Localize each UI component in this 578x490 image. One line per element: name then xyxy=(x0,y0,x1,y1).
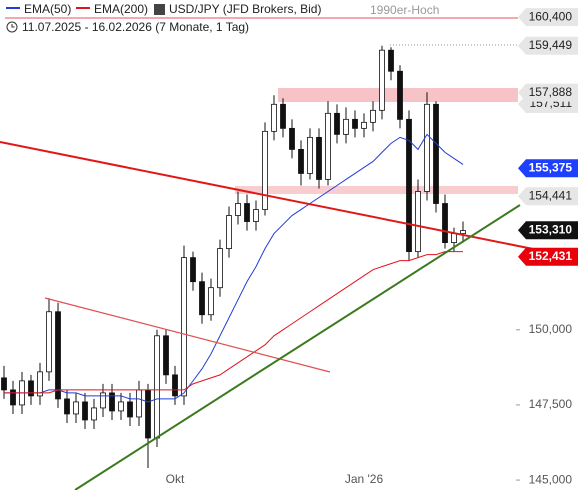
trendline-thin xyxy=(44,297,331,373)
candle-body xyxy=(190,257,196,283)
price-label-box xyxy=(518,159,578,178)
candle-body xyxy=(37,371,43,397)
candle-body xyxy=(280,103,286,129)
candle-body xyxy=(271,103,277,132)
candle-body xyxy=(253,209,259,222)
candle-body xyxy=(235,203,241,216)
candle-body xyxy=(361,121,367,129)
candle-body xyxy=(172,374,178,397)
trendline-red xyxy=(0,141,578,259)
candle-body xyxy=(208,287,214,316)
candle-body xyxy=(28,380,34,397)
candle-body xyxy=(55,311,61,400)
candle-body xyxy=(424,103,430,192)
y-tick-label: 150,000 xyxy=(529,322,573,336)
candle-body xyxy=(82,401,88,421)
candle-body xyxy=(460,230,466,234)
candle-body xyxy=(325,112,331,180)
legend-label: EMA(200) xyxy=(94,2,148,16)
price-label-box xyxy=(518,8,578,27)
legend-label: EMA(50) xyxy=(24,2,71,16)
candle-body xyxy=(100,392,106,409)
candle-body xyxy=(154,335,160,439)
price-label-box xyxy=(518,221,578,240)
price-label-box xyxy=(518,247,578,266)
candle-body xyxy=(145,389,151,439)
support-zone xyxy=(235,186,518,194)
candle-body xyxy=(244,203,250,222)
candle-body xyxy=(379,49,385,111)
price-label: 152,431 xyxy=(529,249,573,263)
ema-line xyxy=(4,133,464,403)
candle-body xyxy=(388,49,394,72)
price-label: 157,888 xyxy=(529,85,573,99)
candle-body xyxy=(127,401,133,418)
candle-body xyxy=(64,398,70,415)
price-label: 155,375 xyxy=(529,160,573,174)
price-label: 160,400 xyxy=(529,9,573,23)
candle-body xyxy=(442,203,448,243)
candle-body xyxy=(199,281,205,316)
candle-body xyxy=(397,70,403,120)
candle-body xyxy=(73,401,79,415)
x-tick-label: Okt xyxy=(166,472,185,486)
candle-body xyxy=(46,311,52,373)
y-tick-label: 145,000 xyxy=(529,472,573,486)
legend-swatch xyxy=(76,7,90,9)
candle-body xyxy=(343,118,349,135)
candle-body xyxy=(91,407,97,421)
price-label: 154,441 xyxy=(529,188,573,202)
candle-body xyxy=(370,109,376,123)
candle-body xyxy=(109,392,115,412)
candle-body xyxy=(136,389,142,418)
price-label-box xyxy=(518,36,578,55)
candle-body xyxy=(262,130,268,210)
plot-area xyxy=(1,45,466,469)
chart-title: USD/JPY (JFD Brokers, Bid) xyxy=(169,2,321,16)
candle-body xyxy=(415,191,421,253)
candle-body xyxy=(307,136,313,174)
candle-body xyxy=(451,233,457,243)
candle-body xyxy=(298,149,304,174)
candle-body xyxy=(406,118,412,253)
ema-line xyxy=(4,251,463,394)
candle-body xyxy=(433,103,439,204)
candle-body xyxy=(352,118,358,129)
legend-swatch xyxy=(6,7,20,9)
clock-hands xyxy=(11,24,15,28)
candle-body xyxy=(334,112,340,135)
x-tick-label: Jan '26 xyxy=(345,472,384,486)
price-label: 159,449 xyxy=(529,38,573,52)
subtitle: 11.07.2025 - 16.02.2026 (7 Monate, 1 Tag… xyxy=(22,20,249,34)
price-label: 153,310 xyxy=(529,222,573,236)
symbol-icon xyxy=(154,4,165,15)
trendline-green xyxy=(74,204,521,490)
candle-body xyxy=(163,335,169,376)
candle-body xyxy=(181,257,187,397)
candle-body xyxy=(118,401,124,412)
candle-body xyxy=(316,136,322,180)
candle-body xyxy=(1,377,7,391)
price-label-box xyxy=(518,187,578,206)
annotation: 1990er-Hoch xyxy=(370,3,439,17)
y-tick-label: 147,500 xyxy=(529,397,573,411)
candle-body xyxy=(10,389,16,406)
candle-body xyxy=(226,215,232,250)
candle-body xyxy=(217,248,223,289)
price-label-box xyxy=(518,83,578,102)
clock-icon xyxy=(6,21,18,33)
candle-body xyxy=(289,127,295,150)
